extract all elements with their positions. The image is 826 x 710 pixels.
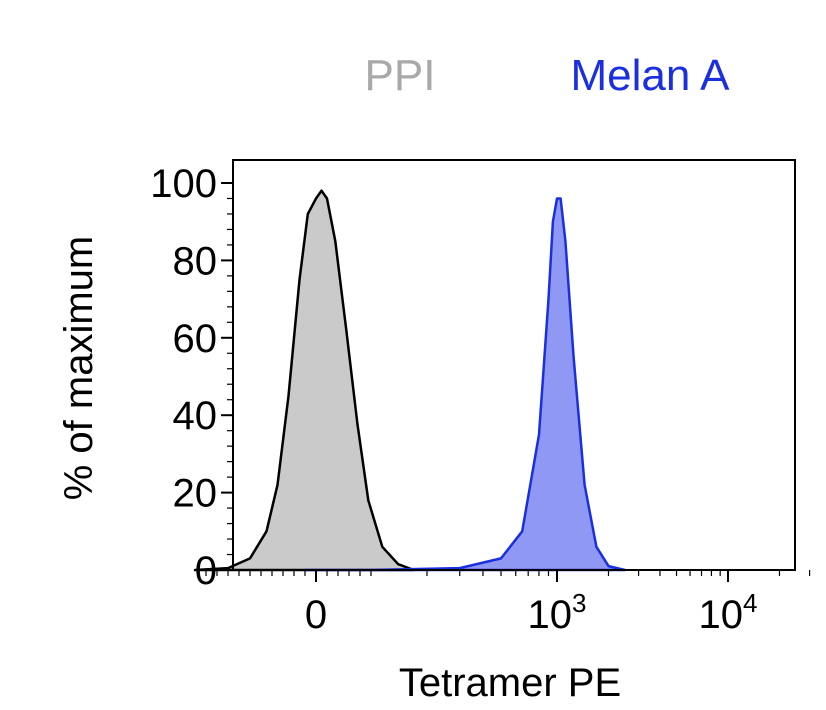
y-tick-label: 80 (173, 239, 218, 283)
y-axis-title: % of maximum (57, 236, 101, 501)
y-tick-label: 20 (173, 472, 218, 516)
legend-entry-ppi: PPI (365, 51, 436, 100)
legend-entry-melan-a: Melan A (571, 51, 731, 100)
x-tick-label: 0 (305, 593, 327, 637)
x-axis-title: Tetramer PE (399, 661, 621, 705)
y-tick-label: 40 (173, 394, 218, 438)
series-area-melan-a (303, 197, 627, 572)
y-tick-label: 100 (150, 162, 217, 206)
x-tick-label: 103 (528, 588, 587, 637)
tick-layer (205, 182, 811, 582)
x-tick-label: 104 (699, 588, 758, 637)
y-tick-labels: 0 20 40 60 80 100 (150, 162, 217, 593)
series-layer (193, 189, 627, 572)
plot-frame (232, 159, 796, 571)
series-area-ppi (193, 189, 416, 572)
y-tick-label: 0 (195, 549, 217, 593)
x-tick-labels: 0 103 104 (305, 588, 758, 637)
y-tick-label: 60 (173, 317, 218, 361)
